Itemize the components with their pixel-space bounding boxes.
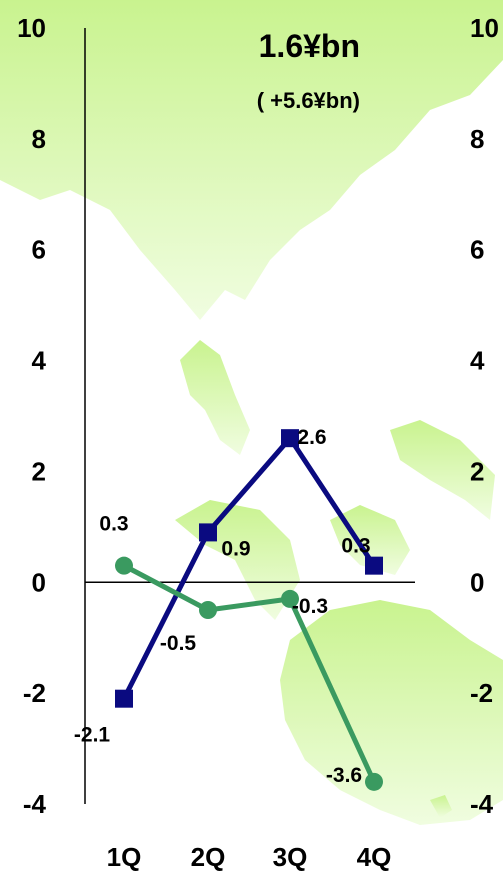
- y-tick-label-left: -4: [23, 789, 47, 819]
- x-tick-label: 4Q: [357, 842, 392, 872]
- y-tick-label-right: 4: [470, 346, 485, 376]
- y-tick-label-right: 2: [470, 456, 484, 486]
- y-tick-label-right: 0: [470, 567, 484, 597]
- series-1-data-label: 2.6: [297, 426, 326, 449]
- y-tick-label-left: -2: [23, 678, 46, 708]
- series-1-point: [365, 556, 383, 575]
- series-lines: [121, 435, 377, 783]
- y-tick-label-left: 4: [32, 346, 47, 376]
- y-tick-label-left: 6: [32, 235, 46, 265]
- series-1-data-label: 0.3: [341, 535, 370, 558]
- y-tick-label-right: -4: [470, 789, 494, 819]
- x-tick-label: 1Q: [107, 842, 142, 872]
- map-landmass-south: [280, 600, 503, 825]
- map-peninsula: [180, 340, 250, 455]
- y-tick-label-left: 2: [32, 456, 46, 486]
- map-island-small: [430, 795, 452, 818]
- y-axis-ticks-left: 10 8 6 4 2 0 -2 -4: [17, 13, 46, 819]
- y-tick-label-right: 8: [470, 124, 484, 154]
- series-2-data-label: -0.5: [160, 632, 197, 655]
- y-tick-label-left: 0: [32, 567, 46, 597]
- axes: [84, 28, 415, 804]
- map-landmass-north: [0, 0, 503, 320]
- x-tick-label: 2Q: [191, 842, 226, 872]
- y-tick-label-right: 10: [470, 13, 499, 43]
- series-2-data-label: 0.3: [99, 513, 128, 536]
- series-2-line: [122, 563, 377, 783]
- series-2-point: [115, 556, 133, 575]
- background-map: [0, 0, 503, 825]
- series-1-point: [115, 689, 133, 708]
- y-tick-label-left: 10: [17, 13, 46, 43]
- y-tick-label-right: 6: [470, 235, 484, 265]
- map-island-east: [330, 505, 410, 575]
- series-2-point: [199, 601, 217, 619]
- series-1-point: [281, 429, 299, 448]
- series-1-line: [121, 435, 377, 700]
- series-2-point: [281, 589, 299, 608]
- series-1-data-label: -2.1: [74, 724, 111, 747]
- series-2-data-label: -3.6: [326, 764, 362, 787]
- x-axis-categories: 1Q 2Q 3Q 4Q: [107, 842, 392, 872]
- series-2-data-label: -0.3: [292, 595, 328, 618]
- y-tick-label-right: -2: [470, 678, 493, 708]
- map-island-far-east: [390, 420, 495, 520]
- y-tick-label-left: 8: [32, 124, 46, 154]
- headline-change: ( +5.6¥bn): [257, 88, 360, 113]
- data-labels: -2.1 0.9 2.6 0.3 0.3 -0.5 -0.3 -3.6: [74, 426, 371, 787]
- headline-value: 1.6¥bn: [259, 28, 360, 64]
- series-1-data-label: 0.9: [221, 537, 250, 560]
- x-tick-label: 3Q: [273, 842, 308, 872]
- y-axis-ticks-right: 10 8 6 4 2 0 -2 -4: [470, 13, 499, 819]
- series-1-point: [199, 523, 217, 542]
- series-markers: [115, 429, 383, 791]
- series-2-point: [365, 772, 383, 791]
